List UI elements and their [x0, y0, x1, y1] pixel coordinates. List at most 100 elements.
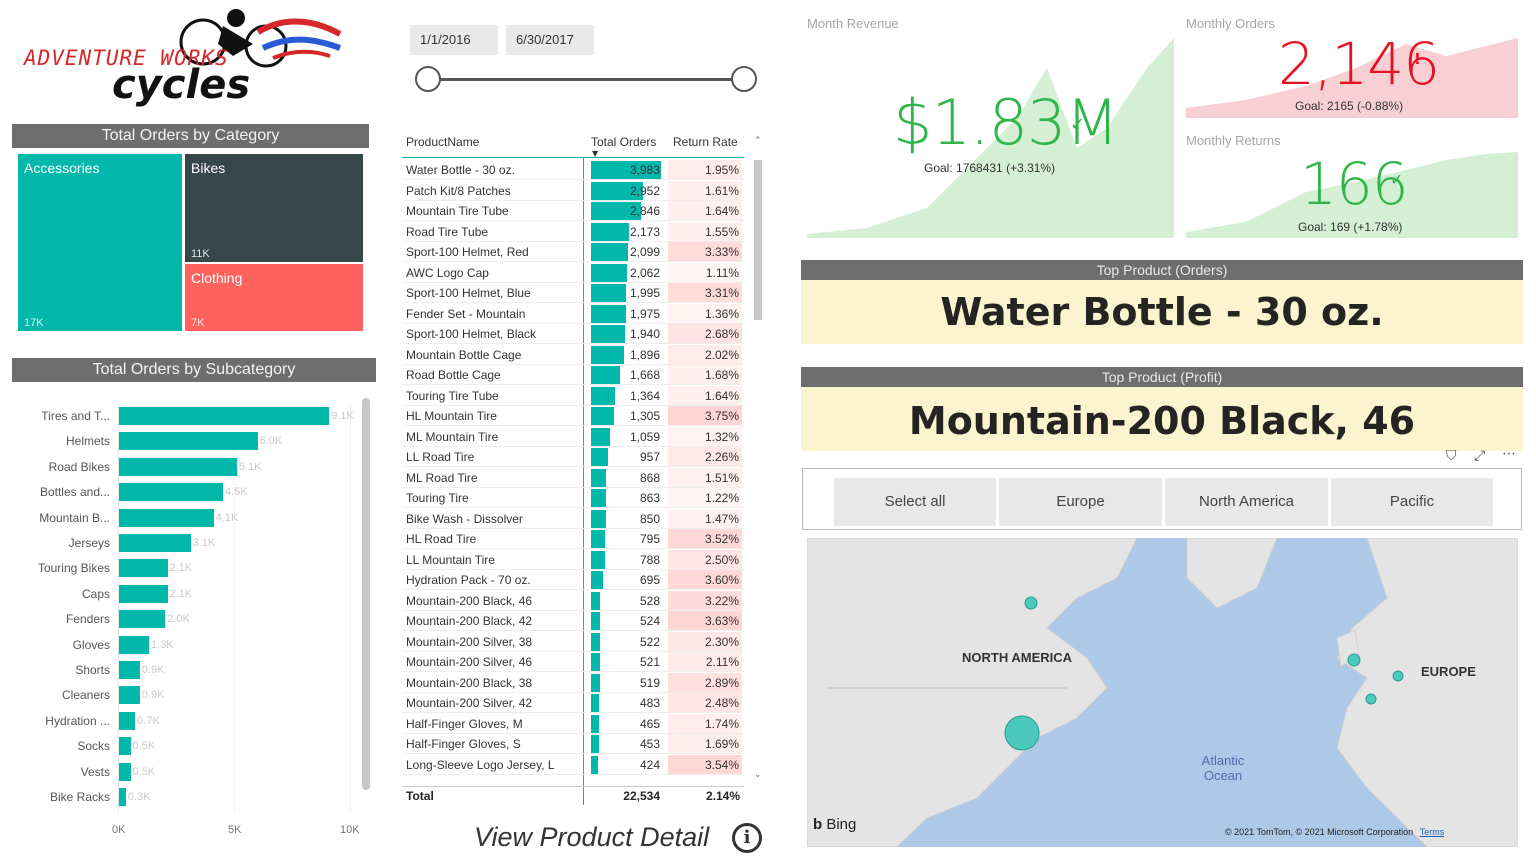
return-rate-cell: 2.02%: [668, 344, 742, 365]
table-row[interactable]: Sport-100 Helmet, Blue 1,995 3.31%: [402, 283, 744, 303]
subcategory-bar[interactable]: [119, 737, 131, 756]
orders-bar: [591, 735, 599, 753]
filter-icon[interactable]: ⛉: [1446, 448, 1457, 464]
subcategory-bar[interactable]: [119, 559, 168, 578]
return-rate-cell: 2.48%: [668, 693, 742, 713]
map-terms-link[interactable]: Terms: [1419, 827, 1445, 837]
return-rate-cell: 3.54%: [668, 754, 742, 775]
table-row[interactable]: HL Road Tire 795 3.52%: [402, 529, 744, 549]
table-row[interactable]: Mountain Tire Tube 2,846 1.64%: [402, 201, 744, 221]
treemap-tile-clothing[interactable]: Clothing 7K: [185, 264, 363, 331]
treemap-tile-accessories[interactable]: Accessories 17K: [18, 154, 182, 331]
table-row[interactable]: Long-Sleeve Logo Jersey, L 424 3.54%: [402, 754, 744, 775]
subcategory-bar[interactable]: [119, 584, 168, 603]
return-rate-cell: 3.60%: [668, 570, 742, 590]
row-divider: [402, 589, 744, 590]
info-icon[interactable]: i: [732, 823, 762, 853]
product-name-cell: Hydration Pack - 70 oz.: [406, 573, 531, 587]
table-scrollbar[interactable]: ⌃ ⌄: [752, 136, 764, 786]
subcategory-bar[interactable]: [119, 661, 140, 679]
table-row[interactable]: Half-Finger Gloves, M 465 1.74%: [402, 713, 744, 734]
date-start-handle[interactable]: [415, 66, 441, 92]
product-name-cell: HL Road Tire: [406, 532, 477, 546]
return-rate-cell: 1.55%: [668, 221, 742, 242]
table-scroll-thumb[interactable]: [754, 160, 762, 320]
product-name-cell: Long-Sleeve Logo Jersey, L: [406, 757, 555, 772]
return-rate-cell: 3.52%: [668, 529, 742, 549]
return-rate-cell: 3.22%: [668, 590, 742, 611]
scroll-down-icon[interactable]: ⌄: [754, 770, 762, 780]
start-date-input[interactable]: 1/1/2016: [410, 25, 498, 55]
focus-mode-icon[interactable]: ⤢: [1474, 448, 1486, 464]
table-row[interactable]: Patch Kit/8 Patches 2,952 1.61%: [402, 180, 744, 201]
axis-tick: 0K: [112, 824, 126, 836]
subcategory-bar[interactable]: [119, 686, 140, 705]
subcategory-bar[interactable]: [119, 407, 330, 425]
subcategory-bar[interactable]: [119, 762, 131, 781]
row-divider: [402, 630, 744, 631]
subcategory-bar[interactable]: [119, 508, 214, 527]
orders-cell: 695: [639, 573, 660, 587]
table-row[interactable]: ML Road Tire 868 1.51%: [402, 467, 744, 488]
table-row[interactable]: Water Bottle - 30 oz. 3,983 1.95%: [402, 160, 744, 180]
table-row[interactable]: HL Mountain Tire 1,305 3.75%: [402, 406, 744, 426]
more-options-icon[interactable]: ⋯: [1502, 446, 1516, 462]
subcategory-scrollbar[interactable]: [362, 398, 370, 790]
table-row[interactable]: ML Mountain Tire 1,059 1.32%: [402, 426, 744, 447]
table-row[interactable]: Mountain-200 Silver, 42 483 2.48%: [402, 693, 744, 713]
region-option-europe[interactable]: Europe: [999, 478, 1162, 526]
table-row[interactable]: Fender Set - Mountain 1,975 1.36%: [402, 303, 744, 324]
orders-map[interactable]: NORTH AMERICA EUROPE Atlantic Ocean b Bi…: [807, 538, 1518, 847]
orders-bar: [591, 448, 608, 466]
table-row[interactable]: Mountain-200 Silver, 46 521 2.11%: [402, 652, 744, 672]
table-row[interactable]: Road Bottle Cage 1,668 1.68%: [402, 365, 744, 385]
table-row[interactable]: Mountain-200 Black, 38 519 2.89%: [402, 672, 744, 693]
col-header-product[interactable]: ProductName: [406, 135, 480, 149]
orders-bar: [591, 407, 614, 425]
col-header-return-rate[interactable]: Return Rate: [673, 135, 738, 149]
date-end-handle[interactable]: [731, 66, 757, 92]
subcategory-bar[interactable]: [119, 610, 166, 629]
table-row[interactable]: LL Road Tire 957 2.26%: [402, 447, 744, 467]
table-row[interactable]: Mountain-200 Black, 42 524 3.63%: [402, 611, 744, 631]
logo-line1: ADVENTURE WORKS: [24, 46, 229, 70]
table-row[interactable]: Touring Tire Tube 1,364 1.64%: [402, 385, 744, 406]
col-header-orders[interactable]: Total Orders: [591, 135, 657, 149]
product-name-cell: Bike Wash - Dissolver: [406, 511, 523, 526]
subcategory-bar[interactable]: [119, 711, 136, 730]
region-option-select-all[interactable]: Select all: [834, 478, 996, 526]
return-rate-cell: 1.36%: [668, 303, 742, 324]
table-row[interactable]: Bike Wash - Dissolver 850 1.47%: [402, 508, 744, 529]
table-row[interactable]: Road Tire Tube 2,173 1.55%: [402, 221, 744, 242]
view-product-detail-button[interactable]: View Product Detail: [474, 822, 710, 852]
table-row[interactable]: Sport-100 Helmet, Red 2,099 3.33%: [402, 242, 744, 262]
table-row[interactable]: Hydration Pack - 70 oz. 695 3.60%: [402, 570, 744, 590]
subcategory-bar[interactable]: [119, 457, 237, 476]
table-row[interactable]: Mountain-200 Silver, 38 522 2.30%: [402, 631, 744, 652]
subcategory-bar[interactable]: [119, 483, 223, 502]
orders-kpi-goal: Goal: 2165 (-0.88%): [1295, 99, 1404, 113]
table-row[interactable]: Half-Finger Gloves, S 453 1.69%: [402, 734, 744, 754]
table-row[interactable]: Mountain-200 Black, 46 528 3.22%: [402, 590, 744, 611]
table-row[interactable]: Touring Tire 863 1.22%: [402, 488, 744, 508]
scroll-up-icon[interactable]: ⌃: [754, 136, 762, 146]
table-row[interactable]: Mountain Bottle Cage 1,896 2.02%: [402, 344, 744, 365]
treemap-tile-bikes[interactable]: Bikes 11K: [185, 154, 363, 262]
subcategory-bar[interactable]: [119, 788, 126, 806]
orders-bar: [591, 325, 626, 343]
region-option-north-america[interactable]: North America: [1165, 478, 1328, 526]
subcategory-bar[interactable]: [119, 635, 150, 654]
end-date-input[interactable]: 6/30/2017: [506, 25, 594, 55]
table-row[interactable]: LL Mountain Tire 788 2.50%: [402, 549, 744, 570]
orders-bar: [591, 509, 606, 528]
orders-bar: [591, 304, 626, 323]
subcategory-bar[interactable]: [119, 432, 258, 451]
table-row[interactable]: Sport-100 Helmet, Black 1,940 2.68%: [402, 324, 744, 344]
region-option-pacific[interactable]: Pacific: [1331, 478, 1493, 526]
table-row[interactable]: AWC Logo Cap 2,062 1.11%: [402, 262, 744, 283]
subcategory-bar[interactable]: [119, 534, 191, 552]
product-name-cell: Sport-100 Helmet, Blue: [406, 286, 531, 300]
orders-cell: 1,940: [629, 327, 660, 341]
orders-cell: 957: [639, 450, 660, 464]
orders-bar: [591, 591, 601, 610]
